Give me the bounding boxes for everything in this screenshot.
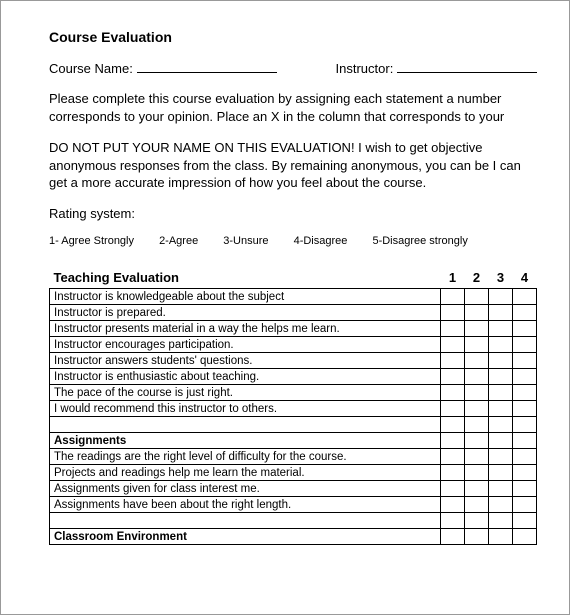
cell[interactable] [513, 321, 537, 337]
table-header-label: Teaching Evaluation [50, 269, 441, 289]
scale-2: 2-Agree [159, 235, 198, 247]
col-2: 2 [465, 269, 489, 289]
cell[interactable] [489, 481, 513, 497]
cell[interactable] [465, 449, 489, 465]
cell[interactable] [489, 369, 513, 385]
row-text: Instructor is enthusiastic about teachin… [50, 369, 441, 385]
cell[interactable] [513, 305, 537, 321]
instructions-1: Please complete this course evaluation b… [49, 90, 537, 125]
col-1: 1 [441, 269, 465, 289]
scale-5: 5-Disagree strongly [372, 235, 467, 247]
course-name-input[interactable] [137, 72, 277, 73]
col-3: 3 [489, 269, 513, 289]
rating-system-label: Rating system: [49, 206, 537, 221]
cell[interactable] [489, 305, 513, 321]
cell[interactable] [489, 497, 513, 513]
cell[interactable] [465, 369, 489, 385]
page-title: Course Evaluation [49, 29, 537, 45]
cell[interactable] [441, 497, 465, 513]
cell[interactable] [465, 497, 489, 513]
row-text: Projects and readings help me learn the … [50, 465, 441, 481]
cell[interactable] [513, 401, 537, 417]
form-fields: Course Name: Instructor: [49, 61, 537, 76]
cell[interactable] [513, 385, 537, 401]
cell[interactable] [465, 321, 489, 337]
scale-1: 1- Agree Strongly [49, 235, 134, 247]
scale-4: 4-Disagree [294, 235, 348, 247]
cell[interactable] [489, 401, 513, 417]
cell[interactable] [513, 337, 537, 353]
cell[interactable] [441, 353, 465, 369]
cell[interactable] [465, 401, 489, 417]
instructions-2: DO NOT PUT YOUR NAME ON THIS EVALUATION!… [49, 139, 537, 192]
cell[interactable] [465, 305, 489, 321]
evaluation-table: Teaching Evaluation 1 2 3 4 Instructor i… [49, 269, 537, 546]
cell[interactable] [489, 289, 513, 305]
course-name-label: Course Name: [49, 61, 133, 76]
cell[interactable] [441, 481, 465, 497]
cell[interactable] [465, 337, 489, 353]
cell[interactable] [465, 481, 489, 497]
cell[interactable] [465, 465, 489, 481]
cell[interactable] [513, 353, 537, 369]
section-assignments: Assignments [50, 433, 441, 449]
instructor-label: Instructor: [336, 61, 394, 76]
col-4: 4 [513, 269, 537, 289]
cell[interactable] [441, 337, 465, 353]
row-text: Instructor presents material in a way th… [50, 321, 441, 337]
cell[interactable] [441, 385, 465, 401]
cell[interactable] [489, 353, 513, 369]
cell[interactable] [513, 449, 537, 465]
row-text: Instructor answers students' questions. [50, 353, 441, 369]
cell[interactable] [513, 481, 537, 497]
cell[interactable] [441, 305, 465, 321]
cell[interactable] [489, 449, 513, 465]
cell[interactable] [441, 401, 465, 417]
cell[interactable] [489, 337, 513, 353]
row-text: Instructor encourages participation. [50, 337, 441, 353]
cell[interactable] [513, 289, 537, 305]
cell[interactable] [441, 321, 465, 337]
row-text: Assignments given for class interest me. [50, 481, 441, 497]
row-text: Instructor is knowledgeable about the su… [50, 289, 441, 305]
cell[interactable] [441, 465, 465, 481]
row-text: Instructor is prepared. [50, 305, 441, 321]
section-classroom: Classroom Environment [50, 529, 441, 545]
cell[interactable] [513, 369, 537, 385]
cell[interactable] [465, 385, 489, 401]
cell[interactable] [441, 369, 465, 385]
cell[interactable] [465, 353, 489, 369]
row-text: The readings are the right level of diff… [50, 449, 441, 465]
cell[interactable] [513, 497, 537, 513]
cell[interactable] [489, 465, 513, 481]
cell[interactable] [489, 385, 513, 401]
row-text: The pace of the course is just right. [50, 385, 441, 401]
evaluation-form: Course Evaluation Course Name: Instructo… [0, 0, 570, 615]
empty-row [50, 513, 441, 529]
cell[interactable] [441, 449, 465, 465]
cell[interactable] [513, 465, 537, 481]
scale-3: 3-Unsure [223, 235, 268, 247]
cell[interactable] [489, 321, 513, 337]
cell[interactable] [441, 289, 465, 305]
empty-row [50, 417, 441, 433]
rating-scale: 1- Agree Strongly 2-Agree 3-Unsure 4-Dis… [49, 235, 537, 247]
row-text: I would recommend this instructor to oth… [50, 401, 441, 417]
instructor-input[interactable] [397, 72, 537, 73]
cell[interactable] [465, 289, 489, 305]
row-text: Assignments have been about the right le… [50, 497, 441, 513]
